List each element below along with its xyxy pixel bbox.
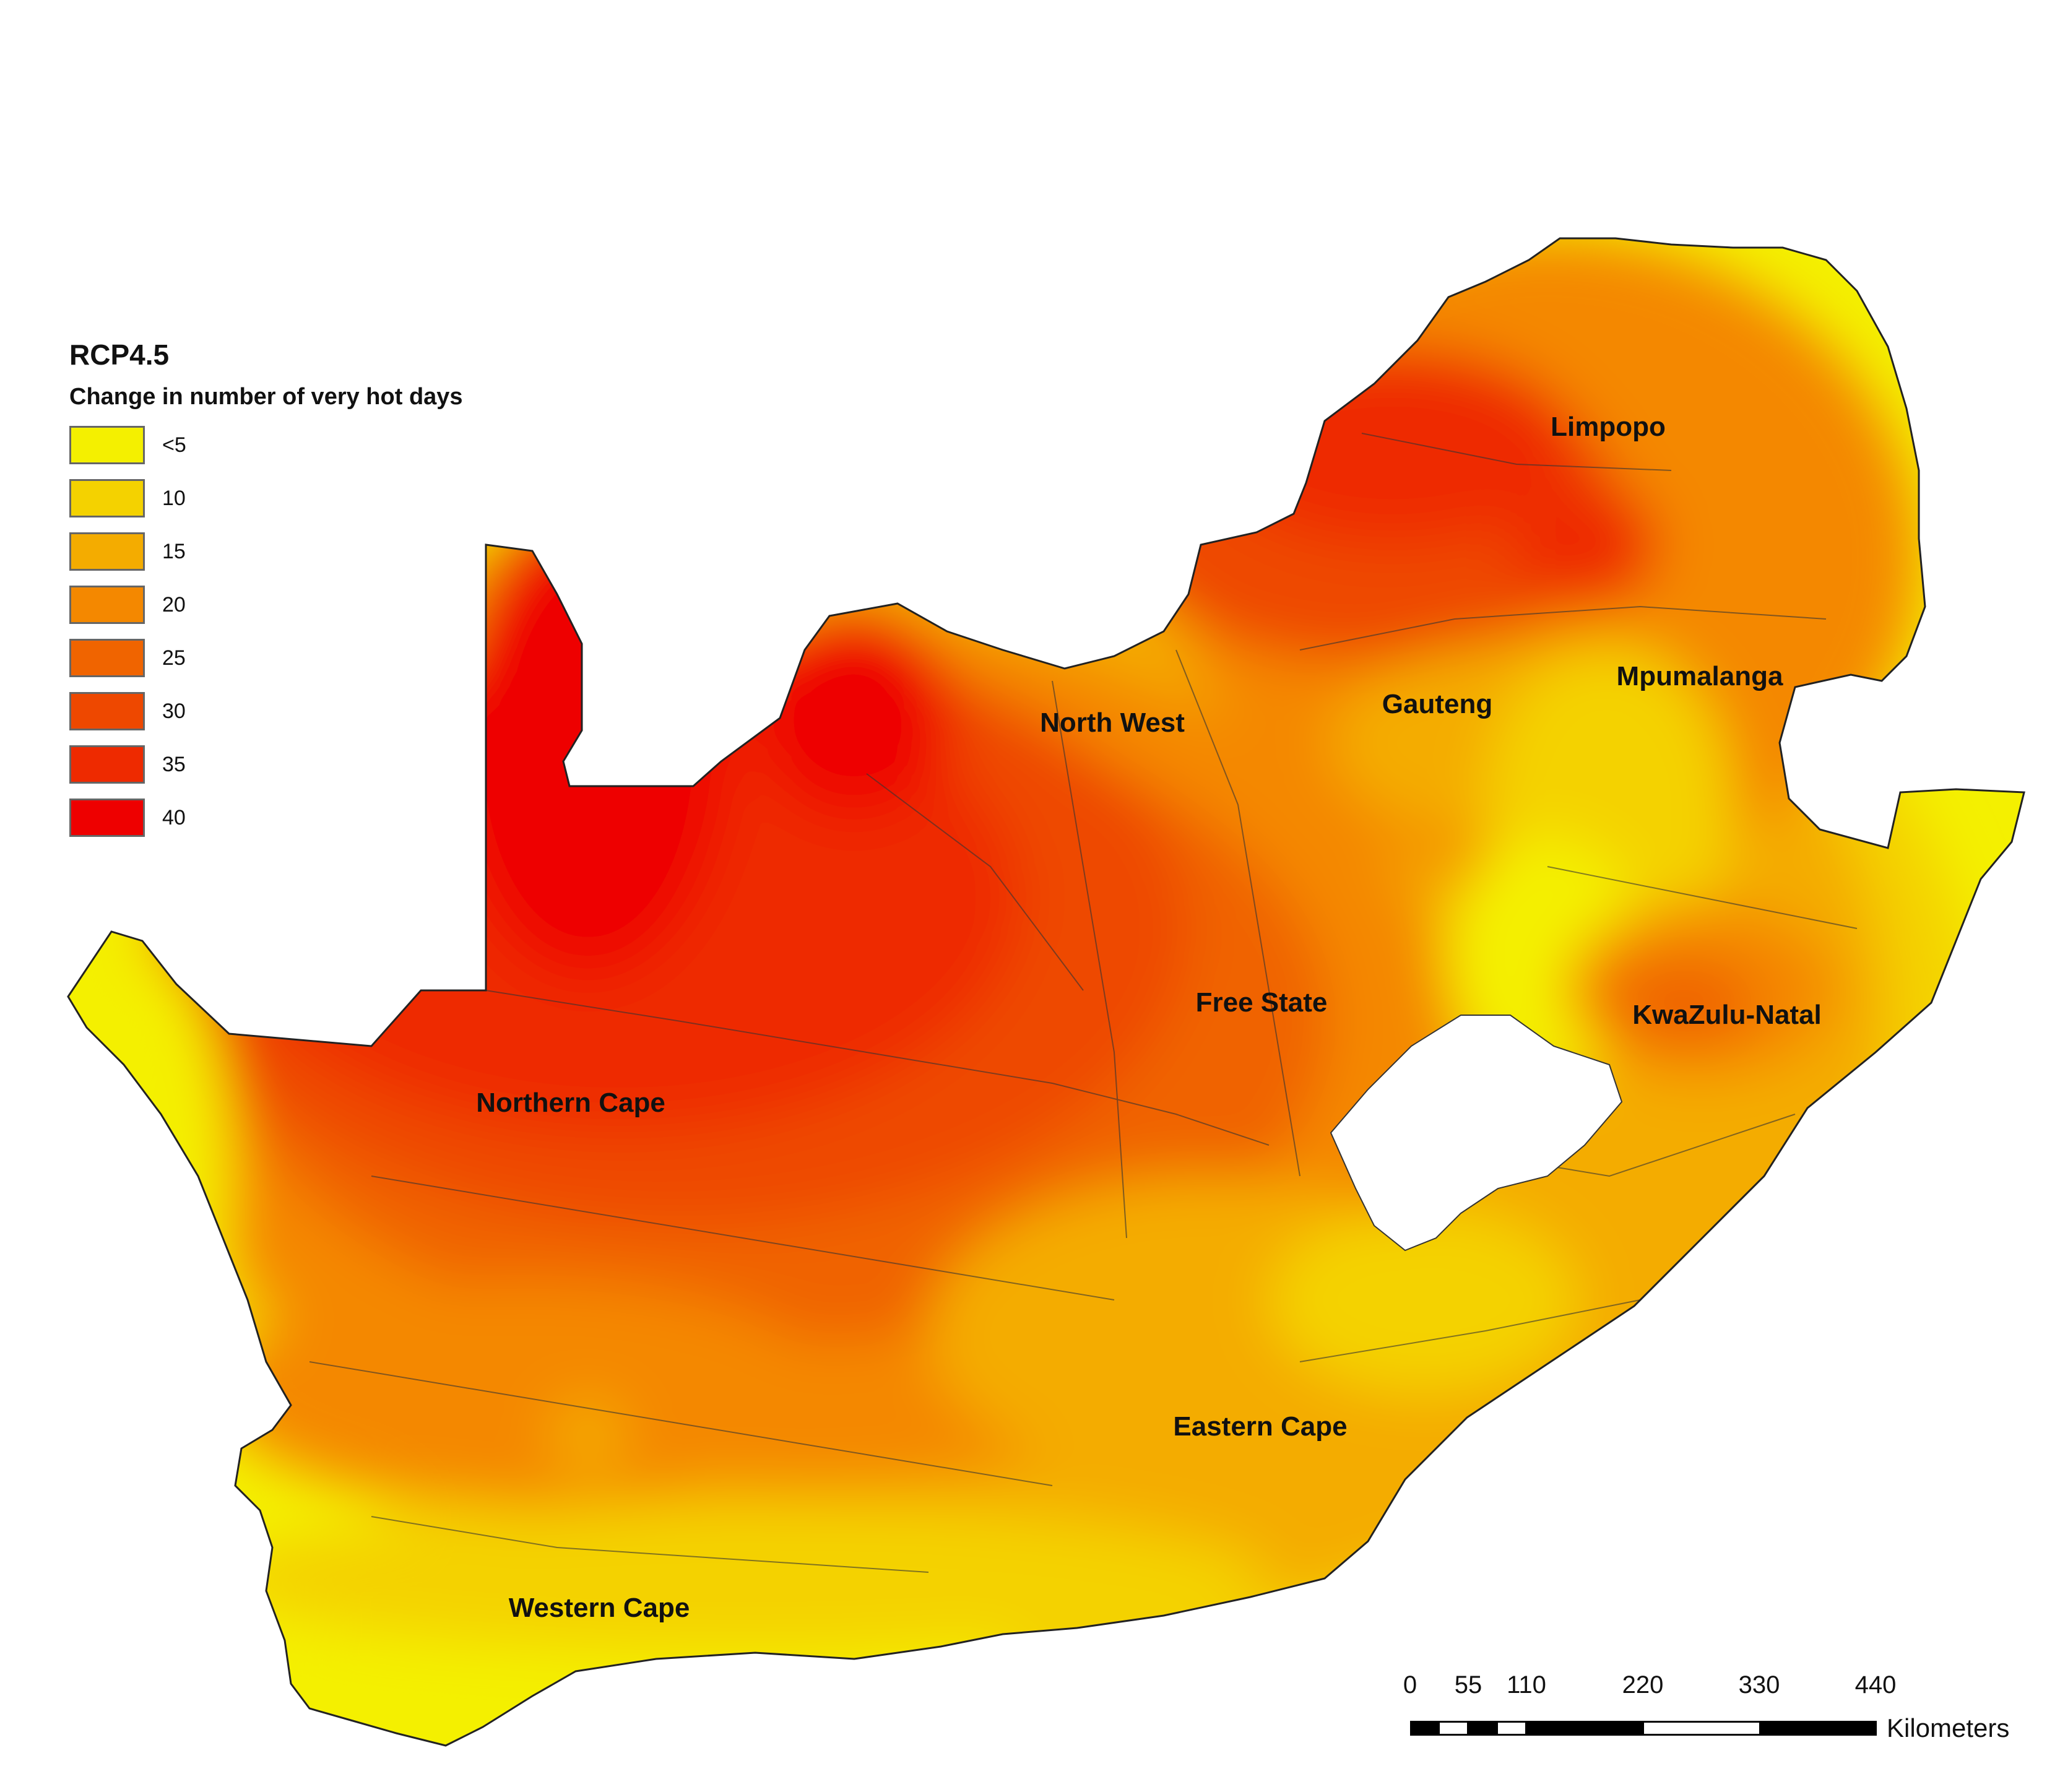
region-label-western-cape: Western Cape [508,1593,690,1623]
legend-swatch [69,745,145,784]
legend-item: 35 [69,738,463,791]
region-label-free-state: Free State [1195,987,1328,1018]
legend-label: 30 [162,699,186,723]
legend-item: <5 [69,418,463,472]
legend-item: 40 [69,791,463,844]
legend-subtitle: Change in number of very hot days [69,384,463,410]
legend-label: 15 [162,539,186,563]
legend-swatch [69,426,145,464]
region-label-gauteng: Gauteng [1382,689,1493,719]
legend-label: 10 [162,486,186,510]
country-outline [67,237,2025,1747]
legend-items: <5 10 15 20 25 30 35 40 [69,418,463,844]
scale-segment [1759,1721,1877,1736]
legend: RCP4.5 Change in number of very hot days… [69,340,463,844]
region-label-north-west: North West [1040,708,1185,738]
legend-item: 30 [69,685,463,738]
legend-label: <5 [162,433,186,457]
scale-bar: 0 55 110 220 330 440 Kilometers [1399,1671,2036,1770]
legend-swatch [69,586,145,624]
legend-swatch [69,479,145,517]
scale-segment [1410,1721,1440,1736]
region-label-eastern-cape: Eastern Cape [1173,1411,1348,1442]
legend-swatch [69,799,145,837]
legend-swatch [69,639,145,677]
legend-item: 15 [69,525,463,578]
region-label-limpopo: Limpopo [1551,412,1666,442]
scale-tick-label: 330 [1738,1671,1780,1699]
legend-swatch [69,692,145,730]
legend-label: 35 [162,752,186,776]
scale-tick-label: 440 [1854,1671,1897,1699]
legend-item: 10 [69,472,463,525]
lesotho-hole [1330,1015,1623,1252]
legend-title: RCP4.5 [69,339,170,371]
scale-segment [1467,1721,1498,1736]
legend-label: 25 [162,646,186,670]
scale-tick-label: 110 [1507,1671,1546,1699]
region-label-mpumalanga: Mpumalanga [1616,661,1783,691]
legend-item: 25 [69,631,463,685]
scale-tick-label: 0 [1403,1671,1417,1699]
legend-label: 40 [162,805,186,829]
region-label-kwazulu-natal: KwaZulu-Natal [1632,1000,1822,1030]
scale-segment [1525,1721,1644,1736]
region-label-northern-cape: Northern Cape [476,1088,665,1118]
scale-tick-label: 220 [1622,1671,1664,1699]
legend-label: 20 [162,592,186,617]
scale-tick-label: 55 [1454,1671,1482,1699]
scale-segment [1438,1721,1469,1736]
scale-unit-label: Kilometers [1887,1713,2010,1742]
legend-swatch [69,532,145,571]
scale-segment [1496,1721,1527,1736]
scale-segment [1642,1721,1761,1736]
legend-item: 20 [69,578,463,631]
